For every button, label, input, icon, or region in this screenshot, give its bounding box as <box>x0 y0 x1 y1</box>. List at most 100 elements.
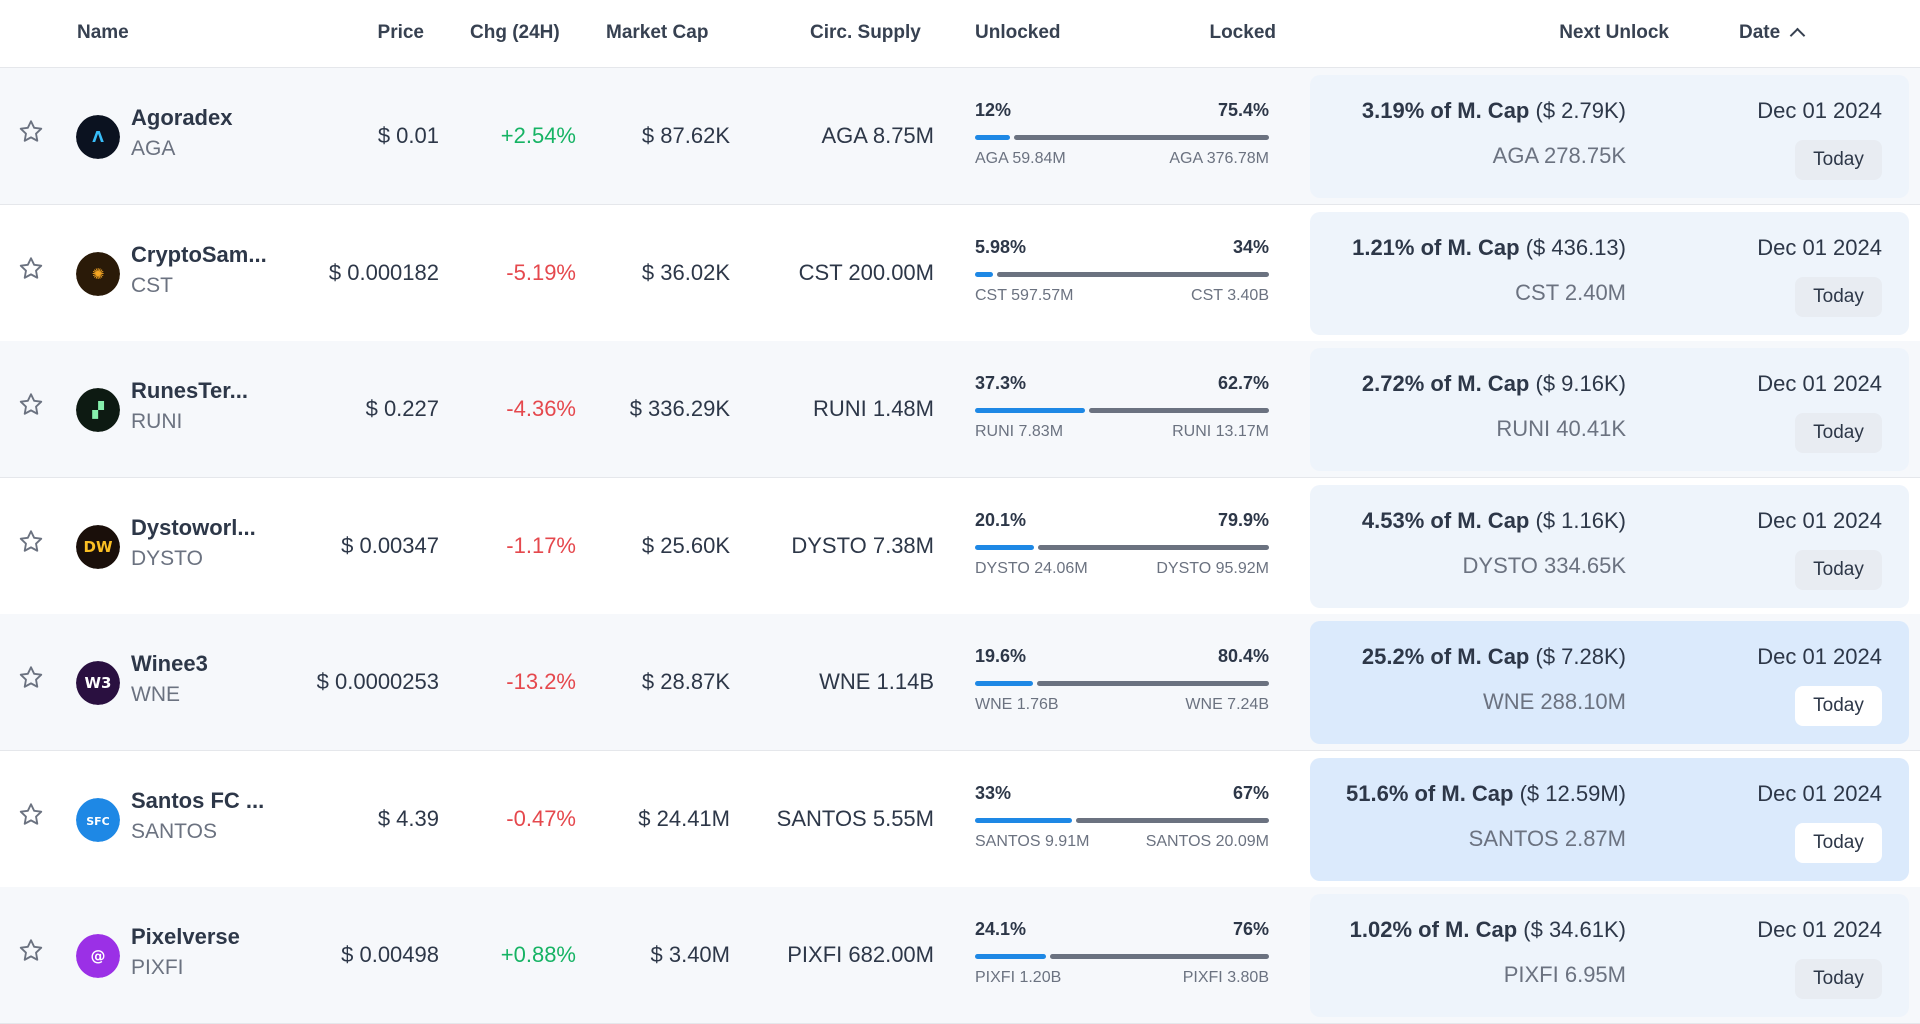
token-symbol: AGA <box>131 137 176 160</box>
locked-progress-bar <box>1038 544 1269 550</box>
unlock-date: Dec 01 2024 <box>1757 371 1882 396</box>
locked-progress-bar <box>1050 954 1269 959</box>
token-logo-icon: ▞ <box>76 388 120 432</box>
unlocked-percent: 24.1% <box>975 919 1027 939</box>
column-header-date-label: Date <box>1739 22 1781 43</box>
table-row[interactable]: @ Pixelverse PIXFI $ 0.00498 +0.88% $ 3.… <box>0 887 1920 1024</box>
market-cap-value: $ 3.40M <box>650 942 731 967</box>
today-badge[interactable]: Today <box>1795 549 1882 590</box>
unlocked-progress-bar <box>975 544 1034 550</box>
next-unlock-percent: 51.6% of M. Cap <box>1346 780 1514 806</box>
next-unlock-percent: 2.72% of M. Cap <box>1361 371 1530 396</box>
locked-amount: RUNI 13.17M <box>1172 423 1269 440</box>
column-header-circ-supply[interactable]: Circ. Supply <box>810 22 921 43</box>
column-header-name[interactable]: Name <box>77 22 129 43</box>
column-header-unlocked[interactable]: Unlocked <box>975 22 1061 43</box>
unlocked-amount: PIXFI 1.20B <box>975 969 1062 986</box>
today-badge[interactable]: Today <box>1795 686 1882 726</box>
unlocked-amount: CST 597.57M <box>975 286 1074 304</box>
next-unlock-card[interactable]: 1.02% of M. Cap ($ 34.61K) PIXFI 6.95M D… <box>1310 894 1909 1017</box>
svg-text:✺: ✺ <box>92 265 105 283</box>
svg-text:DW: DW <box>84 538 113 556</box>
unlocked-percent: 37.3% <box>975 373 1027 393</box>
unlocked-amount: DYSTO 24.06M <box>975 559 1088 577</box>
token-name[interactable]: Agoradex <box>131 105 233 130</box>
next-unlock-summary: 1.02% of M. Cap ($ 34.61K) <box>1350 917 1626 943</box>
token-logo-icon: @ <box>76 934 120 978</box>
locked-amount: DYSTO 95.92M <box>1156 559 1269 577</box>
unlock-date: Dec 01 2024 <box>1757 234 1882 260</box>
unlocked-percent: 5.98% <box>975 236 1027 257</box>
locked-percent: 75.4% <box>1217 100 1269 120</box>
next-unlock-card[interactable]: 2.72% of M. Cap ($ 9.16K) RUNI 40.41K De… <box>1310 348 1909 471</box>
market-cap-value: $ 87.62K <box>641 123 730 148</box>
next-unlock-card[interactable]: 1.21% of M. Cap ($ 436.13) CST 2.40M Dec… <box>1310 211 1909 335</box>
locked-progress-bar <box>1014 135 1269 140</box>
star-icon[interactable] <box>17 801 45 829</box>
circ-supply-value: WNE 1.14B <box>819 669 934 694</box>
token-name[interactable]: Pixelverse <box>131 924 240 949</box>
change-value: +2.54% <box>500 123 576 148</box>
next-unlock-card[interactable]: 3.19% of M. Cap ($ 2.79K) AGA 278.75K De… <box>1310 75 1909 198</box>
column-header-locked[interactable]: Locked <box>1209 22 1276 43</box>
today-badge[interactable]: Today <box>1795 822 1882 863</box>
today-badge[interactable]: Today <box>1795 413 1882 453</box>
svg-text:@: @ <box>91 947 106 965</box>
next-unlock-value: ($ 12.59M) <box>1519 780 1626 806</box>
unlocked-progress-bar <box>975 817 1072 823</box>
next-unlock-percent: 3.19% of M. Cap <box>1361 98 1530 123</box>
change-value: -0.47% <box>506 805 576 831</box>
change-value: -1.17% <box>506 532 576 558</box>
price-value: $ 0.0000253 <box>316 669 439 694</box>
token-name[interactable]: Winee3 <box>131 651 208 676</box>
today-badge[interactable]: Today <box>1795 276 1882 317</box>
star-icon[interactable] <box>17 937 45 965</box>
column-header-next-unlock[interactable]: Next Unlock <box>1559 22 1669 43</box>
token-name[interactable]: CryptoSam... <box>131 241 267 267</box>
next-unlock-percent: 4.53% of M. Cap <box>1361 507 1530 533</box>
star-icon[interactable] <box>17 528 45 556</box>
table-row[interactable]: ▞ RunesTer... RUNI $ 0.227 -4.36% $ 336.… <box>0 341 1920 478</box>
table-header: Name Price Chg (24H) Market Cap Circ. Su… <box>0 0 1920 68</box>
locked-progress-bar <box>1076 817 1269 823</box>
star-icon[interactable] <box>17 391 45 419</box>
locked-percent: 76% <box>1232 919 1269 939</box>
next-unlock-card[interactable]: 4.53% of M. Cap ($ 1.16K) DYSTO 334.65K … <box>1310 484 1909 608</box>
table-row[interactable]: ✺ CryptoSam... CST $ 0.000182 -5.19% $ 3… <box>0 205 1920 342</box>
unlocked-progress-bar <box>975 271 993 277</box>
next-unlock-amount: RUNI 40.41K <box>1496 416 1626 441</box>
token-name[interactable]: RunesTer... <box>131 378 248 403</box>
svg-text:Λ: Λ <box>92 128 104 146</box>
token-logo-icon: SFC <box>76 797 120 842</box>
next-unlock-card[interactable]: 25.2% of M. Cap ($ 7.28K) WNE 288.10M De… <box>1310 621 1909 744</box>
today-badge[interactable]: Today <box>1795 959 1882 999</box>
star-icon[interactable] <box>17 664 45 692</box>
market-cap-value: $ 25.60K <box>641 532 730 558</box>
table-row[interactable]: W3 Winee3 WNE $ 0.0000253 -13.2% $ 28.87… <box>0 614 1920 751</box>
today-badge[interactable]: Today <box>1795 140 1882 180</box>
table-row[interactable]: DW Dystoworl... DYSTO $ 0.00347 -1.17% $… <box>0 478 1920 615</box>
price-value: $ 0.00347 <box>341 532 439 558</box>
table-row[interactable]: Λ Agoradex AGA $ 0.01 +2.54% $ 87.62K AG… <box>0 68 1920 205</box>
column-header-change[interactable]: Chg (24H) <box>470 22 560 43</box>
token-name[interactable]: Dystoworl... <box>131 514 256 540</box>
column-header-market-cap[interactable]: Market Cap <box>606 22 709 43</box>
market-cap-value: $ 28.87K <box>641 669 730 694</box>
next-unlock-card[interactable]: 51.6% of M. Cap ($ 12.59M) SANTOS 2.87M … <box>1310 757 1909 881</box>
table-row[interactable]: SFC Santos FC ... SANTOS $ 4.39 -0.47% $… <box>0 751 1920 888</box>
column-header-date[interactable]: Date <box>1739 22 1806 44</box>
next-unlock-summary: 2.72% of M. Cap ($ 9.16K) <box>1362 371 1626 397</box>
unlocked-amount: WNE 1.76B <box>975 696 1059 713</box>
unlocked-amount: RUNI 7.83M <box>975 423 1064 440</box>
unlock-date: Dec 01 2024 <box>1757 780 1882 806</box>
next-unlock-percent: 1.21% of M. Cap <box>1352 234 1520 260</box>
circ-supply-value: AGA 8.75M <box>821 123 934 148</box>
token-name[interactable]: Santos FC ... <box>131 787 265 813</box>
change-value: -4.36% <box>506 396 576 421</box>
star-icon[interactable] <box>17 255 45 283</box>
market-cap-value: $ 336.29K <box>629 396 730 421</box>
column-header-price[interactable]: Price <box>377 22 424 43</box>
star-icon[interactable] <box>17 118 45 146</box>
locked-progress-bar <box>1089 408 1269 413</box>
circ-supply-value: SANTOS 5.55M <box>776 805 934 831</box>
